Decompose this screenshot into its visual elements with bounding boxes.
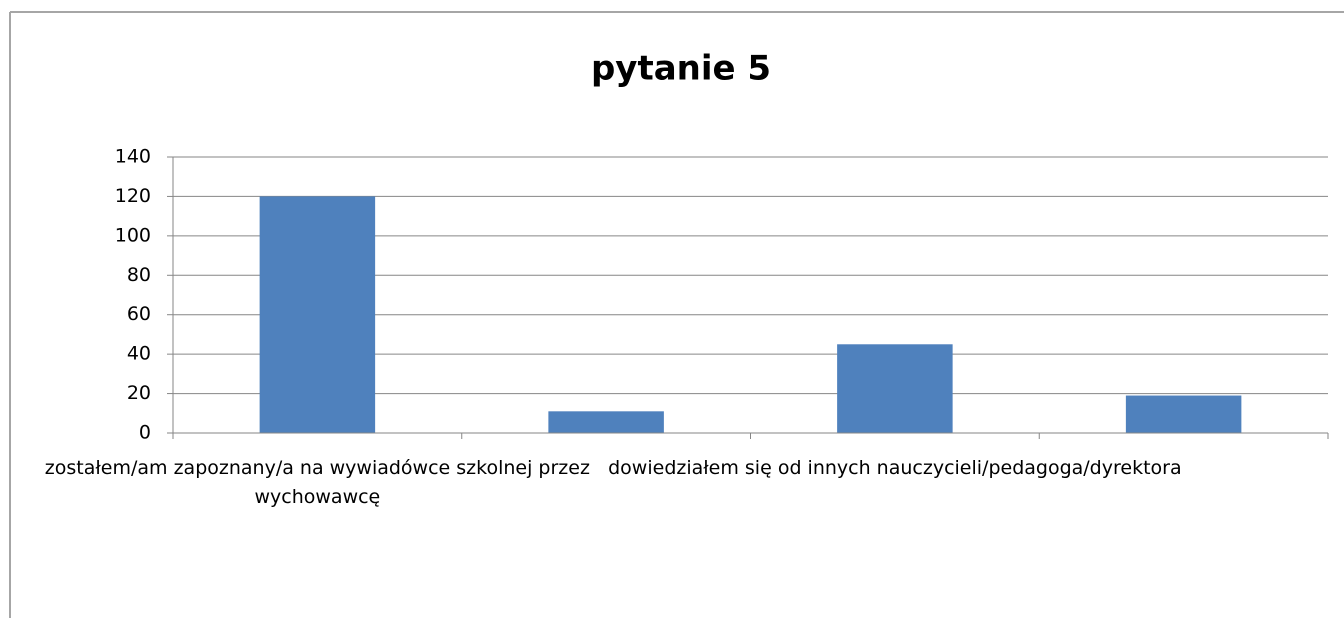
- y-tick-label: 0: [139, 422, 151, 444]
- y-tick-label: 120: [115, 185, 151, 207]
- y-tick-label: 60: [127, 303, 151, 325]
- y-tick-label: 100: [115, 224, 151, 246]
- y-tick-label: 140: [115, 146, 151, 168]
- chart-title: pytanie 5: [591, 49, 771, 89]
- y-tick-label: 80: [127, 264, 151, 286]
- bar: [259, 196, 376, 433]
- bar: [1125, 395, 1242, 433]
- y-tick-label: 40: [127, 343, 151, 365]
- bar: [837, 344, 953, 433]
- x-tick-label: dowiedziałem się od innych nauczycieli/p…: [608, 457, 1182, 479]
- bar: [548, 411, 664, 433]
- y-tick-label: 20: [127, 382, 151, 404]
- x-tick-label: zostałem/am zapoznany/a na wywiadówce sz…: [44, 457, 590, 508]
